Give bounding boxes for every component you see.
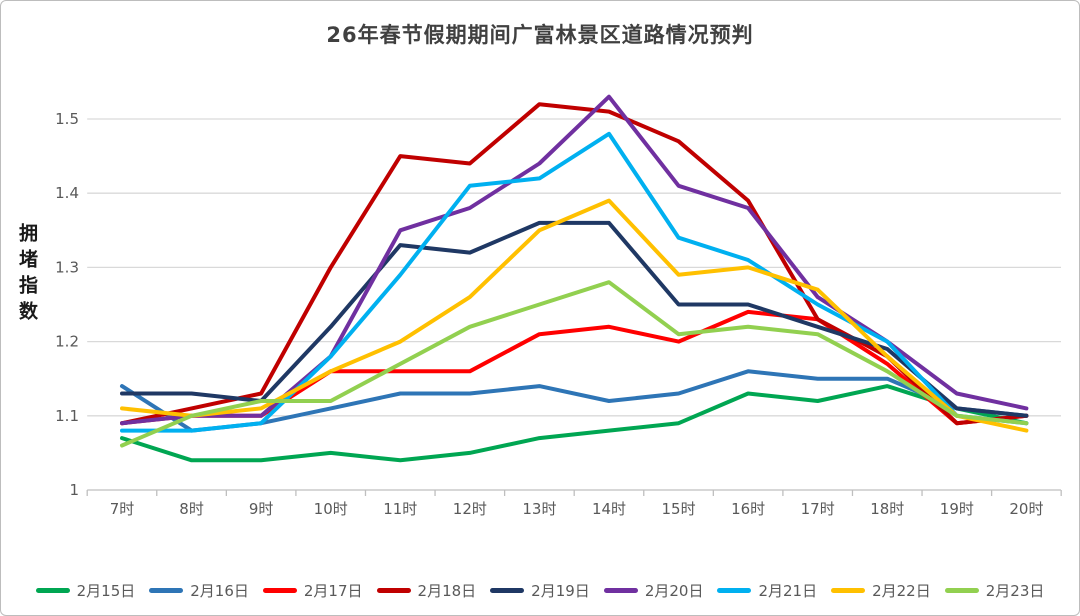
y-tick-label: 1.2 [55,333,79,351]
legend-line-swatch [149,588,184,593]
legend-line-swatch [35,588,70,593]
legend-label: 2月18日 [417,582,477,600]
x-tick-label: 9时 [249,500,274,518]
y-tick-label: 1.3 [55,258,79,276]
legend-item: 2月16日 [149,580,249,601]
legend-line-swatch [376,588,411,593]
x-tick-label: 12时 [453,500,487,518]
legend-label: 2月22日 [872,582,931,600]
x-tick-label: 7时 [110,500,135,518]
series-line-2月23日 [120,280,1029,448]
legend-item: 2月22日 [831,580,931,601]
y-tick-label: 1.4 [55,184,79,202]
x-tick-label: 8时 [179,500,204,518]
series-line-2月16日 [120,369,1029,433]
legend-label: 2月23日 [985,582,1045,600]
legend-label: 2月15日 [76,582,136,600]
legend-item: 2月17日 [262,580,363,601]
legend-item: 2月20日 [603,580,704,601]
x-tick-label: 11时 [383,500,417,518]
legend-line-swatch [490,588,525,593]
y-tick-label: 1.1 [55,407,79,425]
legend-label: 2月16日 [190,582,249,600]
y-tick-label: 1.5 [55,110,79,128]
series-line-2月18日 [120,102,1029,426]
x-tick-label: 19时 [940,500,974,518]
x-tick-label: 10时 [314,500,348,518]
x-tick-label: 16时 [731,500,765,518]
y-tick-label: 1 [69,481,79,499]
series-line-2月21日 [120,131,1029,433]
x-tick-label: 14时 [592,500,626,518]
legend-line-swatch [831,588,866,593]
x-tick-label: 17时 [801,500,835,518]
y-axis-title: 拥堵指数 [16,223,38,327]
x-tick-label: 15时 [662,500,696,518]
legend-label: 2月17日 [303,582,363,600]
legend-label: 2月20日 [644,582,704,600]
legend-item: 2月23日 [944,580,1045,601]
legend-line-swatch [717,588,752,593]
legend-item: 2月21日 [717,580,817,601]
legend-label: 2月19日 [531,582,590,600]
x-tick-label: 20时 [1009,500,1043,518]
chart-title: 26年春节假期期间广富林景区道路情况预判 [326,23,754,47]
legend-item: 2月15日 [35,580,136,601]
series-line-2月15日 [120,384,1029,463]
legend-line-swatch [603,588,638,593]
legend-line-swatch [262,588,297,593]
legend-item: 2月18日 [376,580,477,601]
legend-line-swatch [944,588,979,593]
x-tick-label: 18时 [870,500,904,518]
series-line-2月17日 [120,309,1029,426]
chart-legend: 2月15日 2月16日 2月17日 2月18日 2月19日 2月20日 2月21日 2月22日… [1,580,1079,601]
legend-item: 2月19日 [490,580,590,601]
legend-label: 2月21日 [758,582,818,600]
x-tick-label: 13时 [522,500,556,518]
